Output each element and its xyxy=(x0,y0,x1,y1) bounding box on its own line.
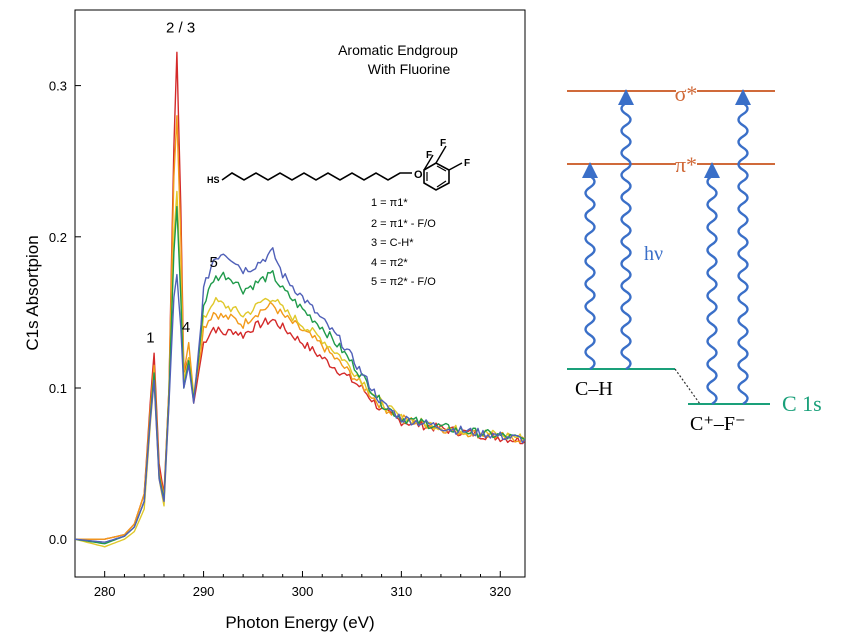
peak-label: 1 xyxy=(146,330,154,347)
peak-label: 5 xyxy=(210,254,218,271)
ch-sigma-arrow-head xyxy=(618,89,634,105)
chart-subtitle: With Fluorine xyxy=(368,61,451,77)
fluorine-label: F xyxy=(426,150,432,161)
assignment-3: 3 = C-H* xyxy=(371,237,414,249)
ring-double-bond xyxy=(436,165,447,172)
c1s-label: C 1s xyxy=(782,391,822,416)
y-tick-label: 0.2 xyxy=(49,230,67,245)
x-tick-label: 300 xyxy=(292,584,314,599)
y-axis-label: C1s Absortpion xyxy=(23,235,42,350)
y-axis: 0.0 0.1 0.2 0.3 xyxy=(49,79,81,547)
cf-sigma-arrow-head xyxy=(735,89,751,105)
sigma-star-label: σ* xyxy=(675,81,698,106)
spectrum-series-4 xyxy=(75,205,525,545)
level-shift-connector xyxy=(674,368,701,405)
fluorine-label: F xyxy=(440,138,446,149)
photon-label: hν xyxy=(644,243,663,265)
cf-sigma-arrow xyxy=(737,101,749,406)
aromatic-ring xyxy=(423,162,450,191)
plot-frame xyxy=(74,9,526,578)
y-tick-label: 0.3 xyxy=(49,79,67,94)
ch-pi-arrow-head xyxy=(582,162,598,178)
peak-labels: 1 2 / 3 4 5 xyxy=(146,20,218,347)
x-tick-label: 290 xyxy=(193,584,215,599)
x-tick-label: 320 xyxy=(489,584,511,599)
series-layer xyxy=(75,51,525,548)
ether-oxygen-label: O xyxy=(414,169,423,181)
peak-label: 4 xyxy=(182,319,190,336)
ch-bond-label: C–H xyxy=(575,378,613,400)
assignment-2: 2 = π1* - F/O xyxy=(371,218,436,230)
x-axis-label: Photon Energy (eV) xyxy=(225,613,374,632)
x-tick-label: 280 xyxy=(94,584,116,599)
peak-assignment-list: 1 = π1* 2 = π1* - F/O 3 = C-H* 4 = π2* 5… xyxy=(371,197,436,288)
f-bond xyxy=(423,154,434,171)
spectrum-series-3 xyxy=(75,190,525,548)
x-axis: 280 290 300 310 320 xyxy=(94,571,511,599)
assignment-1: 1 = π1* xyxy=(371,197,408,209)
peak-label: 2 / 3 xyxy=(166,20,195,37)
cf-bond-label: C⁺–F⁻ xyxy=(690,413,746,435)
cf-pi-arrow xyxy=(706,174,718,406)
y-tick-label: 0.0 xyxy=(49,532,67,547)
spectrum-series-1 xyxy=(75,51,525,540)
pi-star-label: π* xyxy=(675,152,697,177)
ch-pi-arrow xyxy=(584,174,596,371)
spectrum-series-2 xyxy=(75,115,525,540)
assignment-4: 4 = π2* xyxy=(371,257,408,269)
molecule-structure: HS O F F F xyxy=(207,138,470,191)
spectrum-series-5 xyxy=(75,247,525,543)
ch-sigma-arrow xyxy=(620,101,632,371)
energy-level-diagram: σ* π* hν C–H C⁺–F⁻ C 1s xyxy=(567,81,822,435)
alkyl-chain xyxy=(221,172,412,181)
f-bond xyxy=(435,145,447,164)
thiol-label: HS xyxy=(207,175,220,185)
x-tick-label: 310 xyxy=(391,584,413,599)
spectrum-chart: 0.0 0.1 0.2 0.3 280 290 300 310 320 1 2 / 3 4 5 C1… xyxy=(23,9,526,632)
chart-title: Aromatic Endgroup xyxy=(338,42,458,58)
assignment-5: 5 = π2* - F/O xyxy=(371,276,436,288)
y-tick-label: 0.1 xyxy=(49,381,67,396)
fluorine-label: F xyxy=(464,158,470,169)
f-bond xyxy=(448,162,463,171)
cf-pi-arrow-head xyxy=(704,162,720,178)
excitation-arrows xyxy=(582,89,751,406)
ring-double-bond xyxy=(436,180,447,188)
